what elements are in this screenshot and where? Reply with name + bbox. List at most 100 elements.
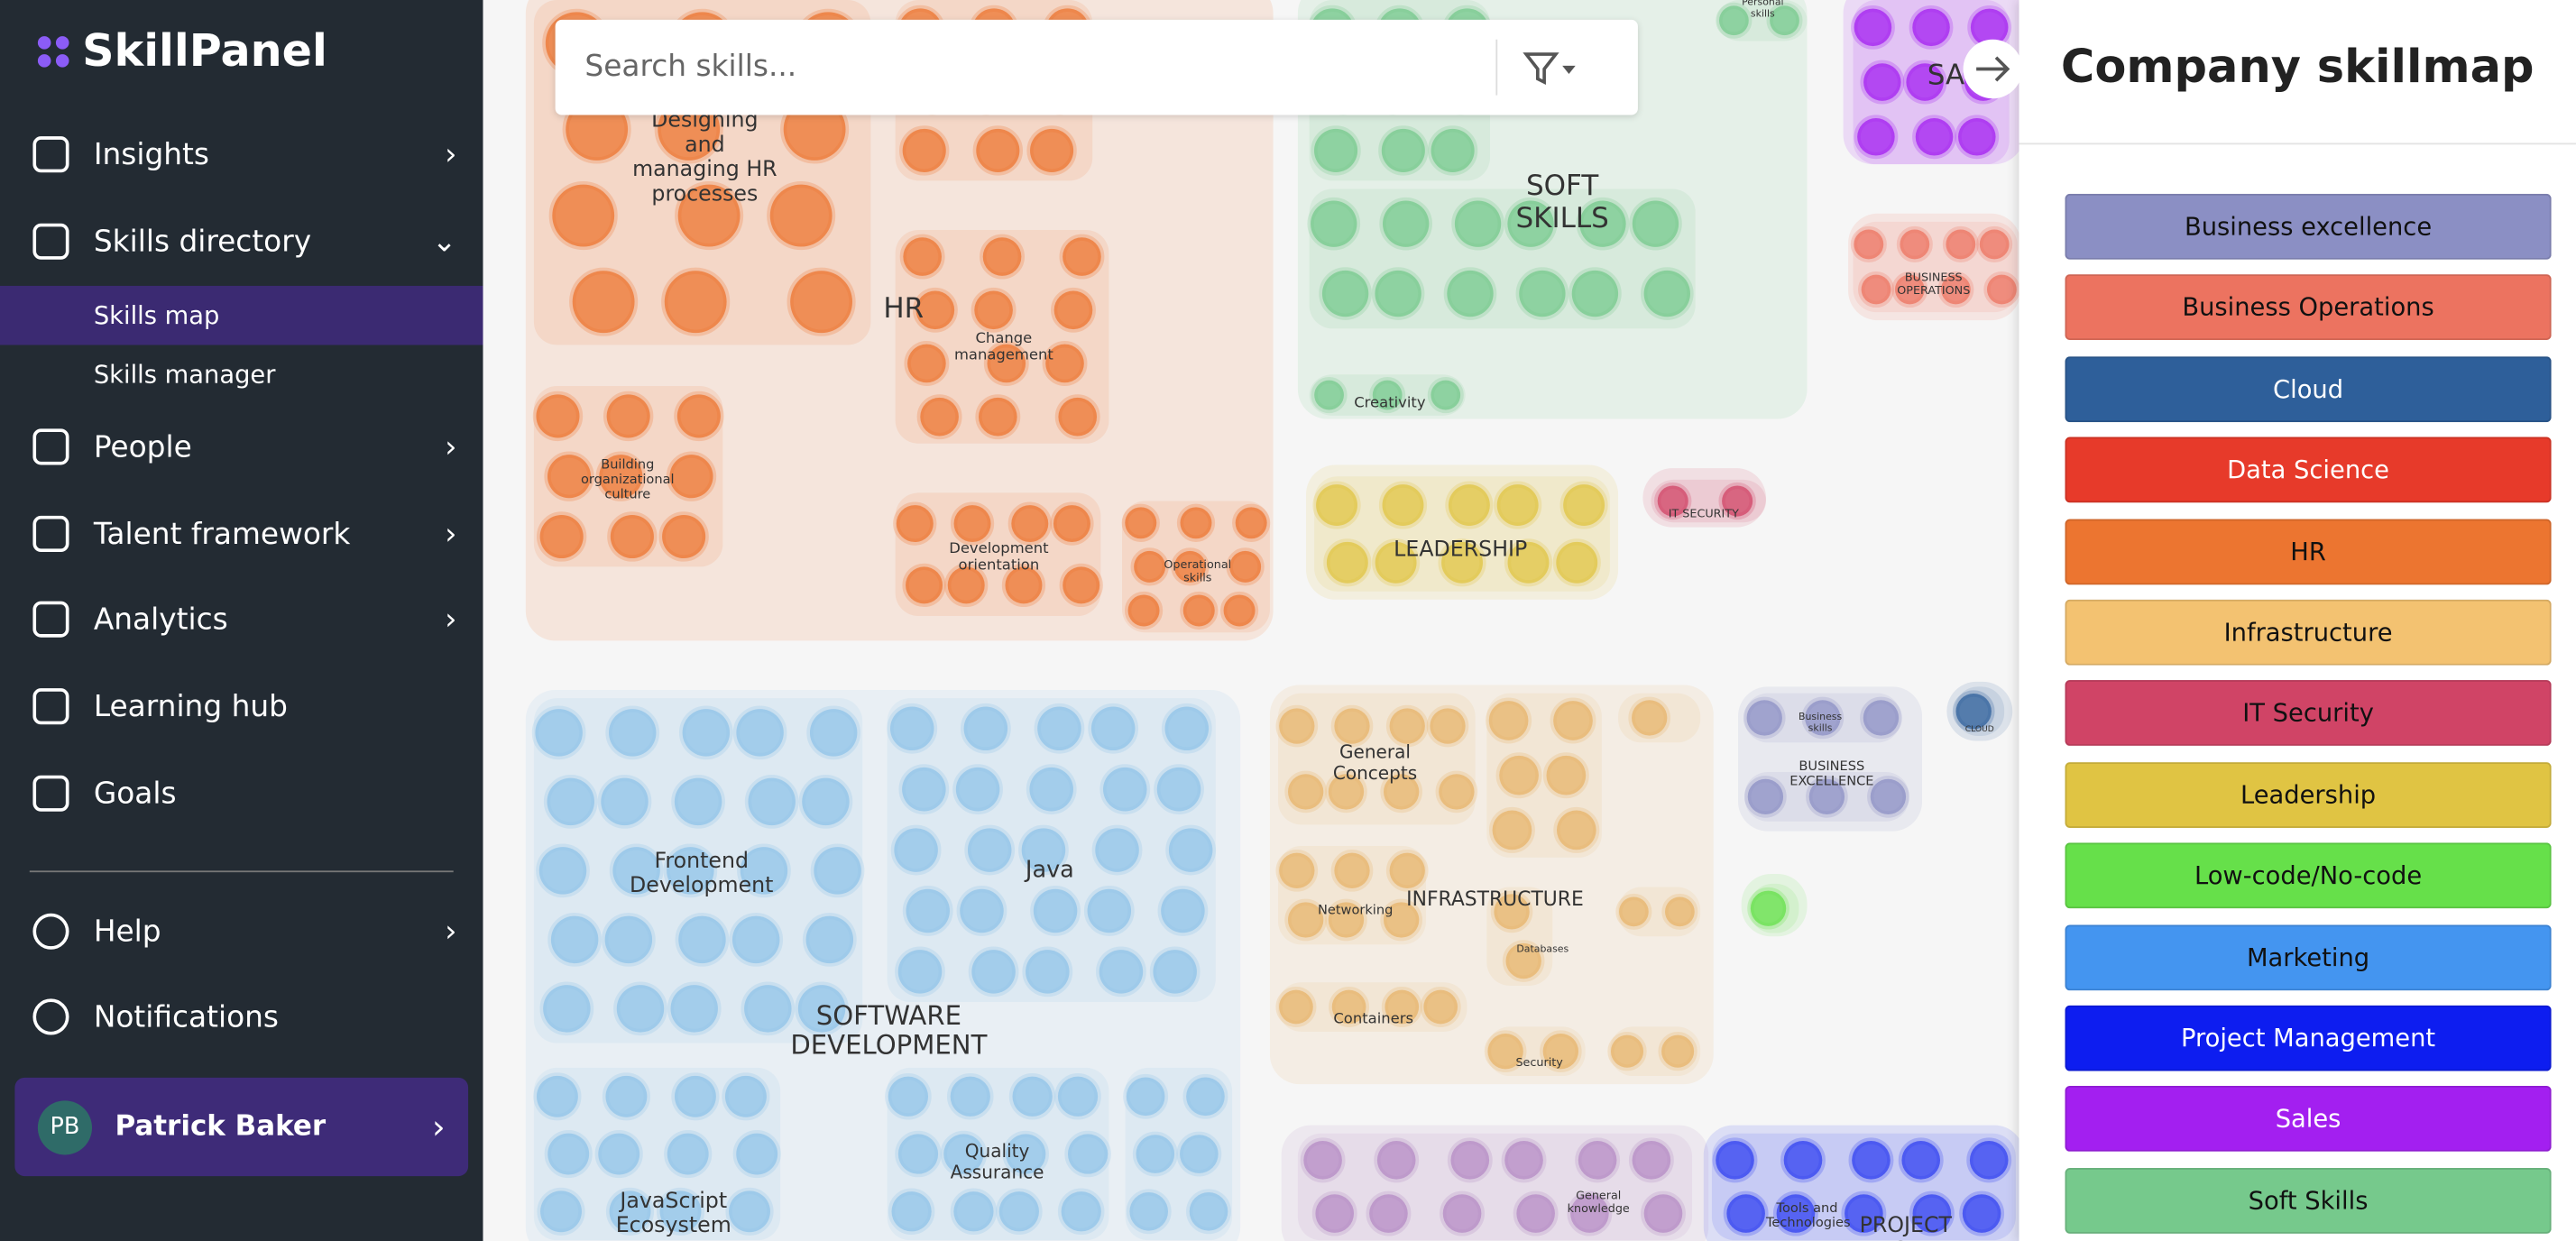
nav-item[interactable]: Analytics › [0, 590, 483, 649]
map-label[interactable]: Designing and managing HR processes [632, 108, 777, 207]
legend-item[interactable]: Soft Skills [2065, 1167, 2552, 1234]
skill-bubble [1896, 225, 1933, 262]
skill-bubble [1059, 563, 1103, 608]
skill-bubble [996, 1188, 1043, 1236]
legend-item[interactable]: Leadership [2065, 761, 2552, 828]
map-label[interactable]: IT SECURITY [1668, 507, 1739, 521]
skill-bubble [1372, 538, 1421, 587]
skill-bubble [1050, 501, 1094, 546]
legend-item[interactable]: Infrastructure [2065, 599, 2552, 666]
skill-bubble [950, 501, 995, 546]
skill-bubble [594, 1129, 643, 1179]
map-label[interactable]: Tools and Technologies [1766, 1200, 1851, 1231]
map-label[interactable]: Quality Assurance [950, 1140, 1044, 1183]
skill-bubble [1311, 125, 1361, 176]
map-label[interactable]: SOFTWARE DEVELOPMENT [790, 999, 988, 1062]
map-label[interactable]: CLOUD [1964, 724, 1994, 735]
map-label[interactable]: Creativity [1354, 395, 1426, 412]
skill-bubble [1325, 898, 1367, 942]
map-label[interactable]: Building organizational culture [580, 456, 675, 502]
map-label[interactable]: Development orientation [949, 541, 1049, 575]
map-label[interactable]: PROJECT MANAGEMENT [1828, 1214, 1983, 1241]
legend-item[interactable]: Marketing [2065, 924, 2552, 990]
nav-item[interactable]: Learning hub [0, 676, 483, 736]
skill-bubble [601, 912, 656, 967]
skill-bubble [1640, 267, 1694, 320]
skill-bubble [893, 501, 937, 546]
legend-item[interactable]: Project Management [2065, 1005, 2552, 1071]
legend-item[interactable]: HR [2065, 518, 2552, 584]
map-label[interactable]: Change management [953, 331, 1053, 365]
skill-bubble [664, 1129, 713, 1179]
skill-bubble [1447, 1137, 1493, 1183]
skill-bubble [543, 774, 598, 829]
nav-item[interactable]: People › [0, 418, 483, 477]
skill-bubble [1319, 267, 1372, 320]
map-label[interactable]: Java [1025, 857, 1074, 884]
legend-item[interactable]: Low-code/No-code [2065, 842, 2552, 909]
skill-bubble [1854, 115, 1899, 160]
chevron: ⌄ [431, 224, 457, 259]
nav-subitem[interactable]: Skills map [0, 285, 483, 345]
skill-bubble [1001, 563, 1046, 608]
skill-bubble [531, 705, 586, 760]
map-label[interactable]: Business skills [1799, 711, 1843, 735]
skill-bubble [1959, 1190, 2005, 1236]
legend-item[interactable]: Business Operations [2065, 274, 2552, 341]
skill-bubble [1096, 946, 1146, 997]
skill-bubble [1912, 115, 1956, 160]
legend-item[interactable]: Cloud [2065, 355, 2552, 422]
nav-subitem[interactable]: Skills manager [93, 359, 276, 390]
divider [2019, 142, 2576, 145]
skill-bubble [1030, 886, 1081, 936]
map-label[interactable]: Networking [1317, 902, 1394, 918]
map-label[interactable]: Containers [1333, 1011, 1414, 1028]
user-card[interactable]: PB Patrick Baker › [14, 1077, 469, 1177]
skill-bubble [1898, 1137, 1944, 1183]
legend-item[interactable]: IT Security [2065, 680, 2552, 747]
skill-bubble [1504, 538, 1553, 587]
map-label[interactable]: Operational skills [1164, 558, 1232, 585]
search-bar[interactable]: Search skills... [555, 19, 1638, 115]
map-label[interactable]: BUSINESS OPERATIONS [1897, 271, 1971, 298]
sidebar: SkillPanel Insights › Skills directory ⌄ Ski… [0, 0, 483, 1241]
skill-bubble [1130, 547, 1169, 586]
skill-bubble [1088, 703, 1139, 754]
skill-bubble [1806, 776, 1848, 818]
map-label[interactable]: HR [883, 292, 925, 326]
skill-bubble [898, 764, 950, 815]
legend-item[interactable]: Data Science [2065, 437, 2552, 503]
map-label[interactable]: General Concepts [1332, 741, 1418, 784]
skill-bubble [971, 287, 1017, 333]
skill-bubble [1942, 225, 1979, 262]
skill-bubble [968, 946, 1019, 997]
collapse-button[interactable] [1960, 36, 2026, 102]
map-label[interactable]: General knowledge [1567, 1189, 1630, 1216]
map-label[interactable]: Frontend Development [630, 849, 774, 899]
nav-label: Goals [93, 776, 177, 811]
map-label[interactable]: JavaScript Ecosystem [615, 1189, 731, 1239]
skill-bubble [1552, 538, 1601, 587]
skill-bubble [1311, 1190, 1357, 1236]
skill-bubble [1371, 267, 1425, 320]
nav-item[interactable]: Insights › [0, 124, 483, 184]
map-label[interactable]: INFRASTRUCTURE [1406, 887, 1584, 911]
skill-bubble [972, 125, 1024, 176]
nav-item[interactable]: Skills directory ⌄ [0, 212, 483, 271]
map-label[interactable]: SOFT SKILLS [1515, 170, 1609, 235]
map-label[interactable]: BUSINESS EXCELLENCE [1789, 758, 1874, 789]
legend-item[interactable]: Business excellence [2065, 193, 2552, 260]
map-label[interactable]: Security [1515, 1056, 1563, 1070]
skill-bubble [1629, 197, 1682, 251]
nav-item[interactable]: Talent framework › [0, 504, 483, 564]
map-label[interactable]: LEADERSHIP [1394, 538, 1528, 563]
skill-bubble [1149, 946, 1201, 997]
nav-item[interactable]: Help › [0, 902, 483, 961]
map-label[interactable]: Databases [1516, 943, 1569, 956]
map-label[interactable]: Personal skills [1742, 0, 1784, 20]
legend-item[interactable]: Sales [2065, 1086, 2552, 1153]
nav-item[interactable]: Goals [0, 764, 483, 823]
skill-bubble [536, 511, 587, 562]
chevron: › [445, 137, 457, 172]
nav-item[interactable]: Notifications [0, 988, 483, 1047]
